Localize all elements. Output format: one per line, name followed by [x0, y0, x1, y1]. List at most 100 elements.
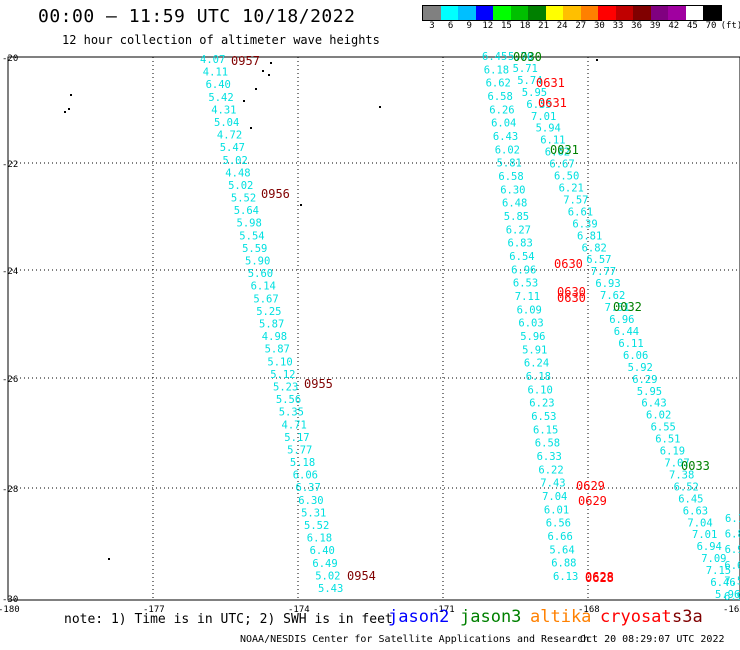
wave-height-value: 5.94: [536, 123, 561, 135]
island-mark: [268, 74, 270, 76]
wave-height-value: 5.52: [304, 520, 329, 532]
wave-height-value: 7.11: [515, 291, 540, 303]
wave-height-value: 6.56: [546, 518, 571, 530]
wave-height-value: 5.87: [265, 344, 290, 356]
wave-height-value: 6.94: [697, 541, 722, 553]
wave-height-value: 6.35: [526, 99, 551, 111]
wave-height-value: 7.15: [706, 565, 731, 577]
wave-height-value: 6.40: [310, 545, 335, 557]
legend-label: 24: [556, 21, 568, 31]
pass-time-label: 0955: [304, 377, 333, 391]
island-mark: [262, 70, 264, 72]
wave-height-value: 5.92: [628, 362, 653, 374]
wave-height-value: 6.12: [725, 513, 740, 525]
island-mark: [243, 100, 245, 102]
wave-height-value: 6.26: [489, 104, 514, 116]
color-scale-legend: [422, 5, 722, 21]
wave-height-value: 5.87: [259, 319, 284, 331]
legend-swatch: [563, 6, 581, 20]
axis-labels: -20 -22 -24 -26 -28 -30-180 -177 -174 -171 -168 -1…: [0, 54, 740, 615]
wave-height-value: 5.90: [245, 256, 270, 268]
wave-height-value: 6.82: [582, 242, 607, 254]
wave-height-value: 6.39: [572, 218, 597, 230]
wave-height-value: 6.58: [498, 171, 523, 183]
wave-height-value: 5.77: [287, 445, 312, 457]
wave-height-value: 5.10: [267, 356, 292, 368]
pass-time-label: 0630: [557, 291, 586, 305]
wave-height-value: 6.04: [491, 118, 516, 130]
wave-height-value: 5.98: [237, 218, 262, 230]
longitude-label: -174: [288, 605, 310, 615]
wave-height-value: 6.01: [544, 504, 569, 516]
legend-label: 30: [593, 21, 605, 31]
wave-height-value: 6.18: [307, 533, 332, 545]
wave-height-value: 7.57: [563, 195, 588, 207]
legend-label: 15: [500, 21, 512, 31]
wave-height-value: 5.04: [214, 117, 239, 129]
latitude-label: -28: [2, 485, 18, 495]
wave-height-value: 6.87: [725, 529, 740, 541]
wave-height-value: 6.93: [595, 278, 620, 290]
map-title: 00:00 – 11:59 UTC 10/18/2022: [38, 6, 356, 27]
legend-label: 9: [466, 21, 472, 31]
wave-height-value: 6.40: [206, 79, 231, 91]
map-frame: [7, 56, 740, 601]
wave-height-value: 6.18: [526, 371, 551, 383]
wave-height-value: 6.14: [251, 281, 276, 293]
legend-label: (ft): [720, 21, 740, 31]
pass-time-label: 0628: [585, 570, 614, 584]
wave-height-value: 5.91: [522, 344, 547, 356]
wave-height-value: 6.66: [548, 531, 573, 543]
wave-height-value: 4.48: [225, 167, 250, 179]
wave-height-value: 6.18: [484, 64, 509, 76]
wave-height-value: 6.53: [531, 411, 556, 423]
longitude-label: -171: [433, 605, 455, 615]
wave-height-value: 5.59: [242, 243, 267, 255]
wave-height-value: 5.25: [256, 306, 281, 318]
wave-height-value: 5.67: [253, 293, 278, 305]
legend-label: 42: [668, 21, 680, 31]
wave-height-value: 7.77: [591, 266, 616, 278]
island-mark: [64, 111, 66, 113]
wave-height-value: 4.07: [200, 54, 225, 66]
wave-height-value: 7.62: [600, 290, 625, 302]
wave-height-value: 5.95: [522, 87, 547, 99]
wave-height-value: 6.43: [641, 398, 666, 410]
legend-label: 3: [429, 21, 435, 31]
wave-height-value: 5.02: [228, 180, 253, 192]
generated-timestamp: Oct 20 08:29:07 UTC 2022: [580, 634, 725, 645]
wave-height-value: 7.01: [692, 529, 717, 541]
wave-height-value: 7.38: [669, 469, 694, 481]
wave-height-value: 6.30: [500, 184, 525, 196]
wave-height-value: 4.72: [217, 130, 242, 142]
wave-height-value: 5.42: [208, 92, 233, 104]
wave-height-value: 6.21: [559, 183, 584, 195]
wave-height-value: 6.62: [545, 147, 570, 159]
latitude-label: -20: [2, 54, 18, 64]
wave-height-value: 5.95: [637, 386, 662, 398]
pass-time-label: 0956: [261, 187, 290, 201]
legend-swatch: [615, 6, 633, 20]
wave-height-value: 6.57: [586, 254, 611, 266]
wave-height-value: 5.02: [223, 155, 248, 167]
wave-height-value: 6.83: [508, 238, 533, 250]
pass-time-label: 0957: [231, 54, 260, 68]
legend-label: 45: [686, 21, 698, 31]
wave-height-value: 6.11: [540, 135, 565, 147]
wave-height-value: 6.02: [646, 410, 671, 422]
wave-height-value: 6.53: [513, 278, 538, 290]
legend-swatch: [633, 6, 651, 20]
wave-height-value: 6.23: [529, 398, 554, 410]
legend-label: 36: [631, 21, 643, 31]
island-mark: [70, 94, 72, 96]
wave-height-value: 6.58: [488, 91, 513, 103]
wave-height-value: 5.71: [513, 63, 538, 75]
wave-height-value: 6.49: [312, 558, 337, 570]
pass-time-label: 0629: [576, 479, 605, 493]
wave-height-value: 6.09: [517, 304, 542, 316]
wave-height-value: 4.71: [282, 419, 307, 431]
wave-height-value: 6.46: [710, 577, 735, 589]
pass-time-label: 0631: [538, 96, 567, 110]
